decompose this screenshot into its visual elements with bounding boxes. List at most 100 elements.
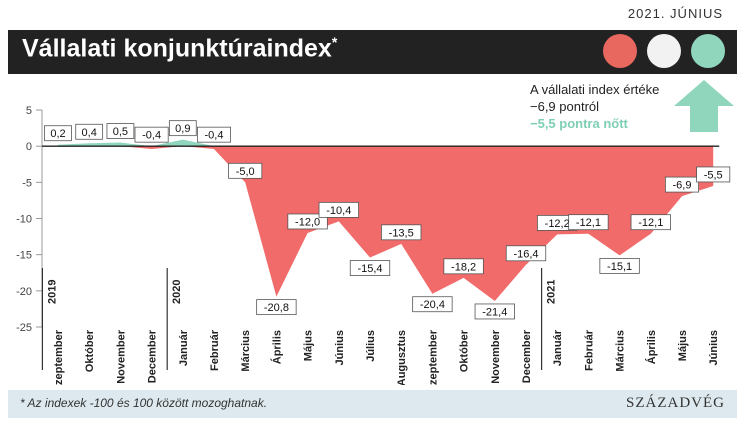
data-label-text: -12,0 xyxy=(295,216,320,228)
data-label-box xyxy=(599,257,640,274)
category-label: Május xyxy=(303,330,315,361)
data-label: -13,5 xyxy=(381,224,422,241)
title-banner: Vállalati konjunktúraindex* xyxy=(8,30,737,74)
data-label-box xyxy=(474,303,515,320)
annotation: A vállalati index értéke −6,9 pontról −5… xyxy=(530,81,659,132)
data-label-text: -0,4 xyxy=(142,130,161,142)
category-label: Június xyxy=(708,330,720,365)
data-label: -10,4 xyxy=(318,201,359,218)
brand-logo: SZÁZADVÉG xyxy=(626,395,725,411)
data-label-box xyxy=(106,123,135,139)
data-label: -0,4 xyxy=(196,126,231,143)
data-label-text: 0,5 xyxy=(113,126,128,138)
teal-circle-icon xyxy=(691,34,725,68)
category-label: Március xyxy=(240,330,252,372)
y-tick-label: -5 xyxy=(22,177,32,189)
year-label: 2019 xyxy=(46,280,58,304)
chart: 5 0 -5 -10 -15 -20 -25 0,2 0,4 0,5 -0,4 0,9 -0,4 -5,… xyxy=(16,80,734,385)
data-label: -15,1 xyxy=(599,257,640,274)
data-label-text: -13,5 xyxy=(389,227,414,239)
data-label-text: -20,4 xyxy=(420,299,445,311)
category-label: Június xyxy=(334,330,346,365)
data-label: -18,2 xyxy=(443,258,484,275)
category-label: Január xyxy=(178,329,190,366)
data-label-box xyxy=(168,120,197,137)
category-label: Augusztus xyxy=(396,330,408,385)
data-label-text: -12,1 xyxy=(638,217,663,229)
category-label: Május xyxy=(677,330,689,361)
banner-icons xyxy=(593,34,725,73)
category-label: December xyxy=(147,329,159,383)
y-tick-label: -10 xyxy=(16,214,32,226)
data-label: -0,4 xyxy=(134,126,169,143)
data-label-box xyxy=(196,126,231,143)
category-label: Február xyxy=(209,329,221,371)
data-label-box xyxy=(228,162,263,179)
data-label-text: -15,1 xyxy=(607,261,632,273)
data-label-box xyxy=(287,213,328,230)
category-label: Február xyxy=(583,329,595,371)
annotation-line-3: −5,5 pontra nőtt xyxy=(530,116,628,131)
data-label: 0,5 xyxy=(106,123,135,139)
data-label-text: -12,2 xyxy=(545,218,570,230)
data-label-text: -6,9 xyxy=(673,180,692,192)
data-label-box xyxy=(630,214,671,231)
category-label: Július xyxy=(365,330,377,362)
negative-area xyxy=(58,146,714,301)
data-label-text: -18,2 xyxy=(451,261,476,273)
red-circle-icon xyxy=(603,34,637,68)
data-label: -12,2 xyxy=(537,215,578,231)
data-label-box xyxy=(134,126,169,143)
category-label: Március xyxy=(615,330,627,372)
white-circle-icon xyxy=(647,34,681,68)
data-label: -12,1 xyxy=(630,214,671,231)
data-label: -20,8 xyxy=(256,299,297,316)
data-label-box xyxy=(412,296,453,313)
data-label: -5,5 xyxy=(696,166,731,183)
data-label-text: -16,4 xyxy=(513,248,538,260)
data-label-box xyxy=(443,258,484,275)
data-label-text: 0,4 xyxy=(82,127,97,139)
title-footnote-mark: * xyxy=(331,34,338,50)
data-label: -6,9 xyxy=(665,176,700,193)
data-label: -21,4 xyxy=(474,303,515,320)
y-tick-label: -25 xyxy=(16,322,32,334)
category-label: Október xyxy=(84,329,96,372)
data-label: -12,0 xyxy=(287,213,328,230)
footnote: * Az indexek -100 és 100 között mozoghat… xyxy=(20,396,268,410)
data-label-text: -12,1 xyxy=(576,217,601,229)
data-label-text: -15,4 xyxy=(357,263,382,275)
y-tick-label: -20 xyxy=(16,286,32,298)
data-label: 0,4 xyxy=(75,123,104,140)
report-date: 2021. JÚNIUS xyxy=(627,6,723,21)
data-label-box xyxy=(75,123,104,140)
page-title: Vállalati konjunktúraindex* xyxy=(22,34,338,63)
data-label-box xyxy=(505,245,547,262)
category-label: Január xyxy=(552,329,564,366)
annotation-line-2: −6,9 pontról xyxy=(530,99,600,114)
y-tick-label: -15 xyxy=(16,250,32,262)
year-label: 2020 xyxy=(171,280,183,304)
y-tick-label: 5 xyxy=(26,105,32,117)
data-label: -12,1 xyxy=(568,214,609,231)
data-label: -5,0 xyxy=(228,162,263,179)
category-label: November xyxy=(490,329,502,384)
category-label: December xyxy=(521,329,533,383)
data-label-text: -5,0 xyxy=(236,166,255,178)
category-label: Április xyxy=(270,330,283,364)
data-label: -15,4 xyxy=(349,260,391,276)
category-label: November xyxy=(115,329,127,384)
data-label-box xyxy=(349,260,391,276)
data-label-text: -20,8 xyxy=(264,302,289,314)
category-label: Április xyxy=(645,330,658,364)
year-label: 2021 xyxy=(546,280,558,304)
data-label-box xyxy=(381,224,422,241)
category-label: Szeptember xyxy=(53,329,65,385)
data-label-text: -10,4 xyxy=(326,205,351,217)
data-label-text: -21,4 xyxy=(482,306,507,318)
data-label-box xyxy=(44,125,72,142)
category-label: Szeptember xyxy=(427,329,439,385)
data-label-text: -0,4 xyxy=(205,130,224,142)
data-label: 0,9 xyxy=(168,120,197,137)
data-label-box xyxy=(256,299,297,316)
